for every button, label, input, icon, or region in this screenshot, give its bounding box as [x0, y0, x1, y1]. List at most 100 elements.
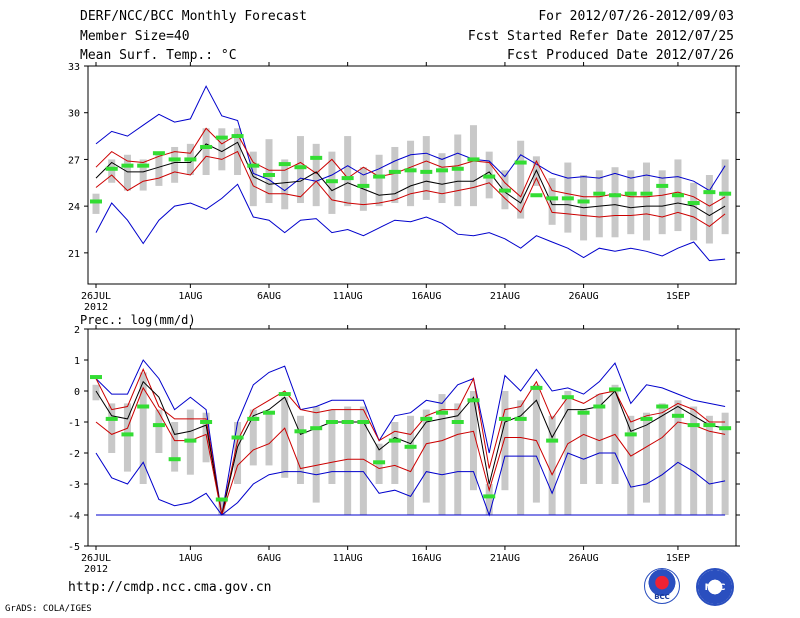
temp-series-mean	[95, 141, 726, 217]
prec-observed-marker	[247, 416, 260, 421]
prec-spread-box	[92, 384, 100, 401]
prec-observed-marker	[357, 420, 370, 424]
temp-spread-box	[218, 128, 226, 171]
source-url[interactable]: http://cmdp.ncc.cma.gov.cn	[68, 580, 272, 595]
temp-spread-box	[422, 136, 430, 200]
temp-spread-box	[595, 170, 603, 238]
temp-observed-marker	[514, 160, 527, 165]
prec-series-lower	[95, 386, 726, 516]
prec-observed-marker	[231, 435, 244, 440]
prec-observed-marker	[152, 423, 165, 428]
temp-spread-box	[312, 143, 320, 207]
temp-observed-marker	[719, 191, 732, 196]
temp-spread-box	[155, 151, 163, 186]
prec-spread-box	[391, 422, 399, 484]
prec-spread-box	[171, 422, 179, 472]
prec-title: Prec.: log(mm/d)	[80, 313, 196, 327]
temp-series-lower	[95, 150, 726, 228]
prec-spread-box	[690, 406, 698, 515]
temp-spread-box	[344, 136, 352, 207]
prec-series-min	[95, 452, 726, 517]
temp-x-tick-label: 6AUG	[257, 291, 281, 302]
temp-observed-marker	[577, 199, 590, 204]
ncc-logo: NCC	[696, 568, 734, 606]
prec-spread-box	[139, 372, 147, 484]
temp-y-tick-label: 24	[68, 202, 80, 213]
temp-series-max	[95, 85, 726, 192]
prec-x-tick-label: 26JUL	[81, 553, 111, 564]
temp-observed-marker	[420, 169, 433, 174]
prec-observed-marker	[310, 426, 323, 431]
prec-x-tick-label: 21AUG	[490, 553, 520, 564]
temp-observed-marker	[451, 166, 464, 171]
ncc-logo-text: NCC	[704, 583, 726, 593]
prec-spread-box	[454, 403, 462, 515]
temp-observed-marker	[357, 183, 370, 188]
prec-y-tick-label: 2	[74, 325, 80, 336]
prec-y-tick-label: 0	[74, 387, 80, 398]
prec-spread-box	[281, 397, 289, 478]
prec-y-tick-label: -2	[68, 449, 80, 460]
prec-spread-box	[532, 384, 540, 503]
prec-series-upper	[95, 368, 726, 516]
temp-observed-marker	[498, 188, 511, 193]
temp-observed-marker	[656, 183, 669, 188]
prec-spread-box	[658, 403, 666, 515]
temp-observed-marker	[483, 174, 496, 179]
temp-observed-marker	[530, 193, 543, 198]
prec-observed-marker	[671, 413, 684, 418]
prec-plot-frame	[87, 328, 737, 547]
temp-spread-box	[438, 153, 446, 204]
prec-spread-box	[328, 409, 336, 484]
temp-observed-marker	[152, 151, 165, 156]
temp-spread-box	[123, 154, 131, 191]
prec-spread-box	[249, 409, 257, 466]
temp-observed-marker	[90, 199, 102, 204]
prec-series-max	[95, 359, 726, 516]
prec-observed-marker	[121, 432, 134, 437]
prec-observed-marker	[341, 420, 354, 424]
temp-spread-box	[139, 159, 147, 191]
temp-spread-box	[642, 162, 650, 241]
prec-observed-marker	[451, 420, 464, 424]
prec-observed-marker	[687, 423, 700, 428]
member-size-label: Member Size=40	[80, 29, 190, 44]
prec-spread-box	[627, 415, 635, 515]
grads-credit: GrADS: COLA/IGES	[5, 604, 92, 614]
prec-observed-marker	[184, 438, 197, 443]
temp-plot-frame	[87, 65, 737, 285]
temp-spread-box	[469, 125, 477, 207]
prec-observed-marker	[294, 429, 307, 434]
temp-y-tick-label: 33	[68, 62, 80, 73]
prec-spread-box	[501, 391, 509, 491]
temp-observed-marker	[325, 179, 338, 184]
temp-observed-marker	[593, 191, 606, 196]
temp-observed-marker	[561, 196, 574, 201]
prec-observed-marker	[593, 404, 606, 409]
temp-observed-marker	[373, 174, 386, 179]
temp-spread-box	[108, 159, 116, 183]
prec-observed-marker	[215, 497, 228, 502]
prec-x-tick-label: 1SEP	[666, 553, 690, 564]
temp-observed-marker	[624, 191, 637, 196]
forecast-produced-date: Fcst Produced Date 2012/07/26	[507, 48, 734, 63]
prec-spread-box	[517, 400, 525, 515]
temp-spread-box	[265, 139, 273, 204]
temp-spread-box	[202, 128, 210, 175]
prec-series-mean	[95, 380, 726, 516]
temp-x-year-label: 2012	[84, 302, 108, 313]
temp-spread-box	[627, 170, 635, 235]
temp-spread-box	[391, 146, 399, 204]
prec-spread-box	[407, 415, 415, 515]
prec-observed-marker	[263, 410, 276, 415]
prec-spread-box	[438, 394, 446, 515]
temp-observed-marker	[687, 201, 700, 206]
temp-observed-marker	[294, 165, 307, 170]
prec-observed-marker	[514, 416, 527, 421]
temp-spread-box	[705, 175, 713, 244]
temp-observed-marker	[121, 163, 134, 168]
prec-x-tick-label: 11AUG	[333, 553, 363, 564]
prec-y-tick-label: -3	[68, 480, 80, 491]
prec-spread-box	[674, 400, 682, 515]
prec-observed-marker	[105, 416, 118, 421]
